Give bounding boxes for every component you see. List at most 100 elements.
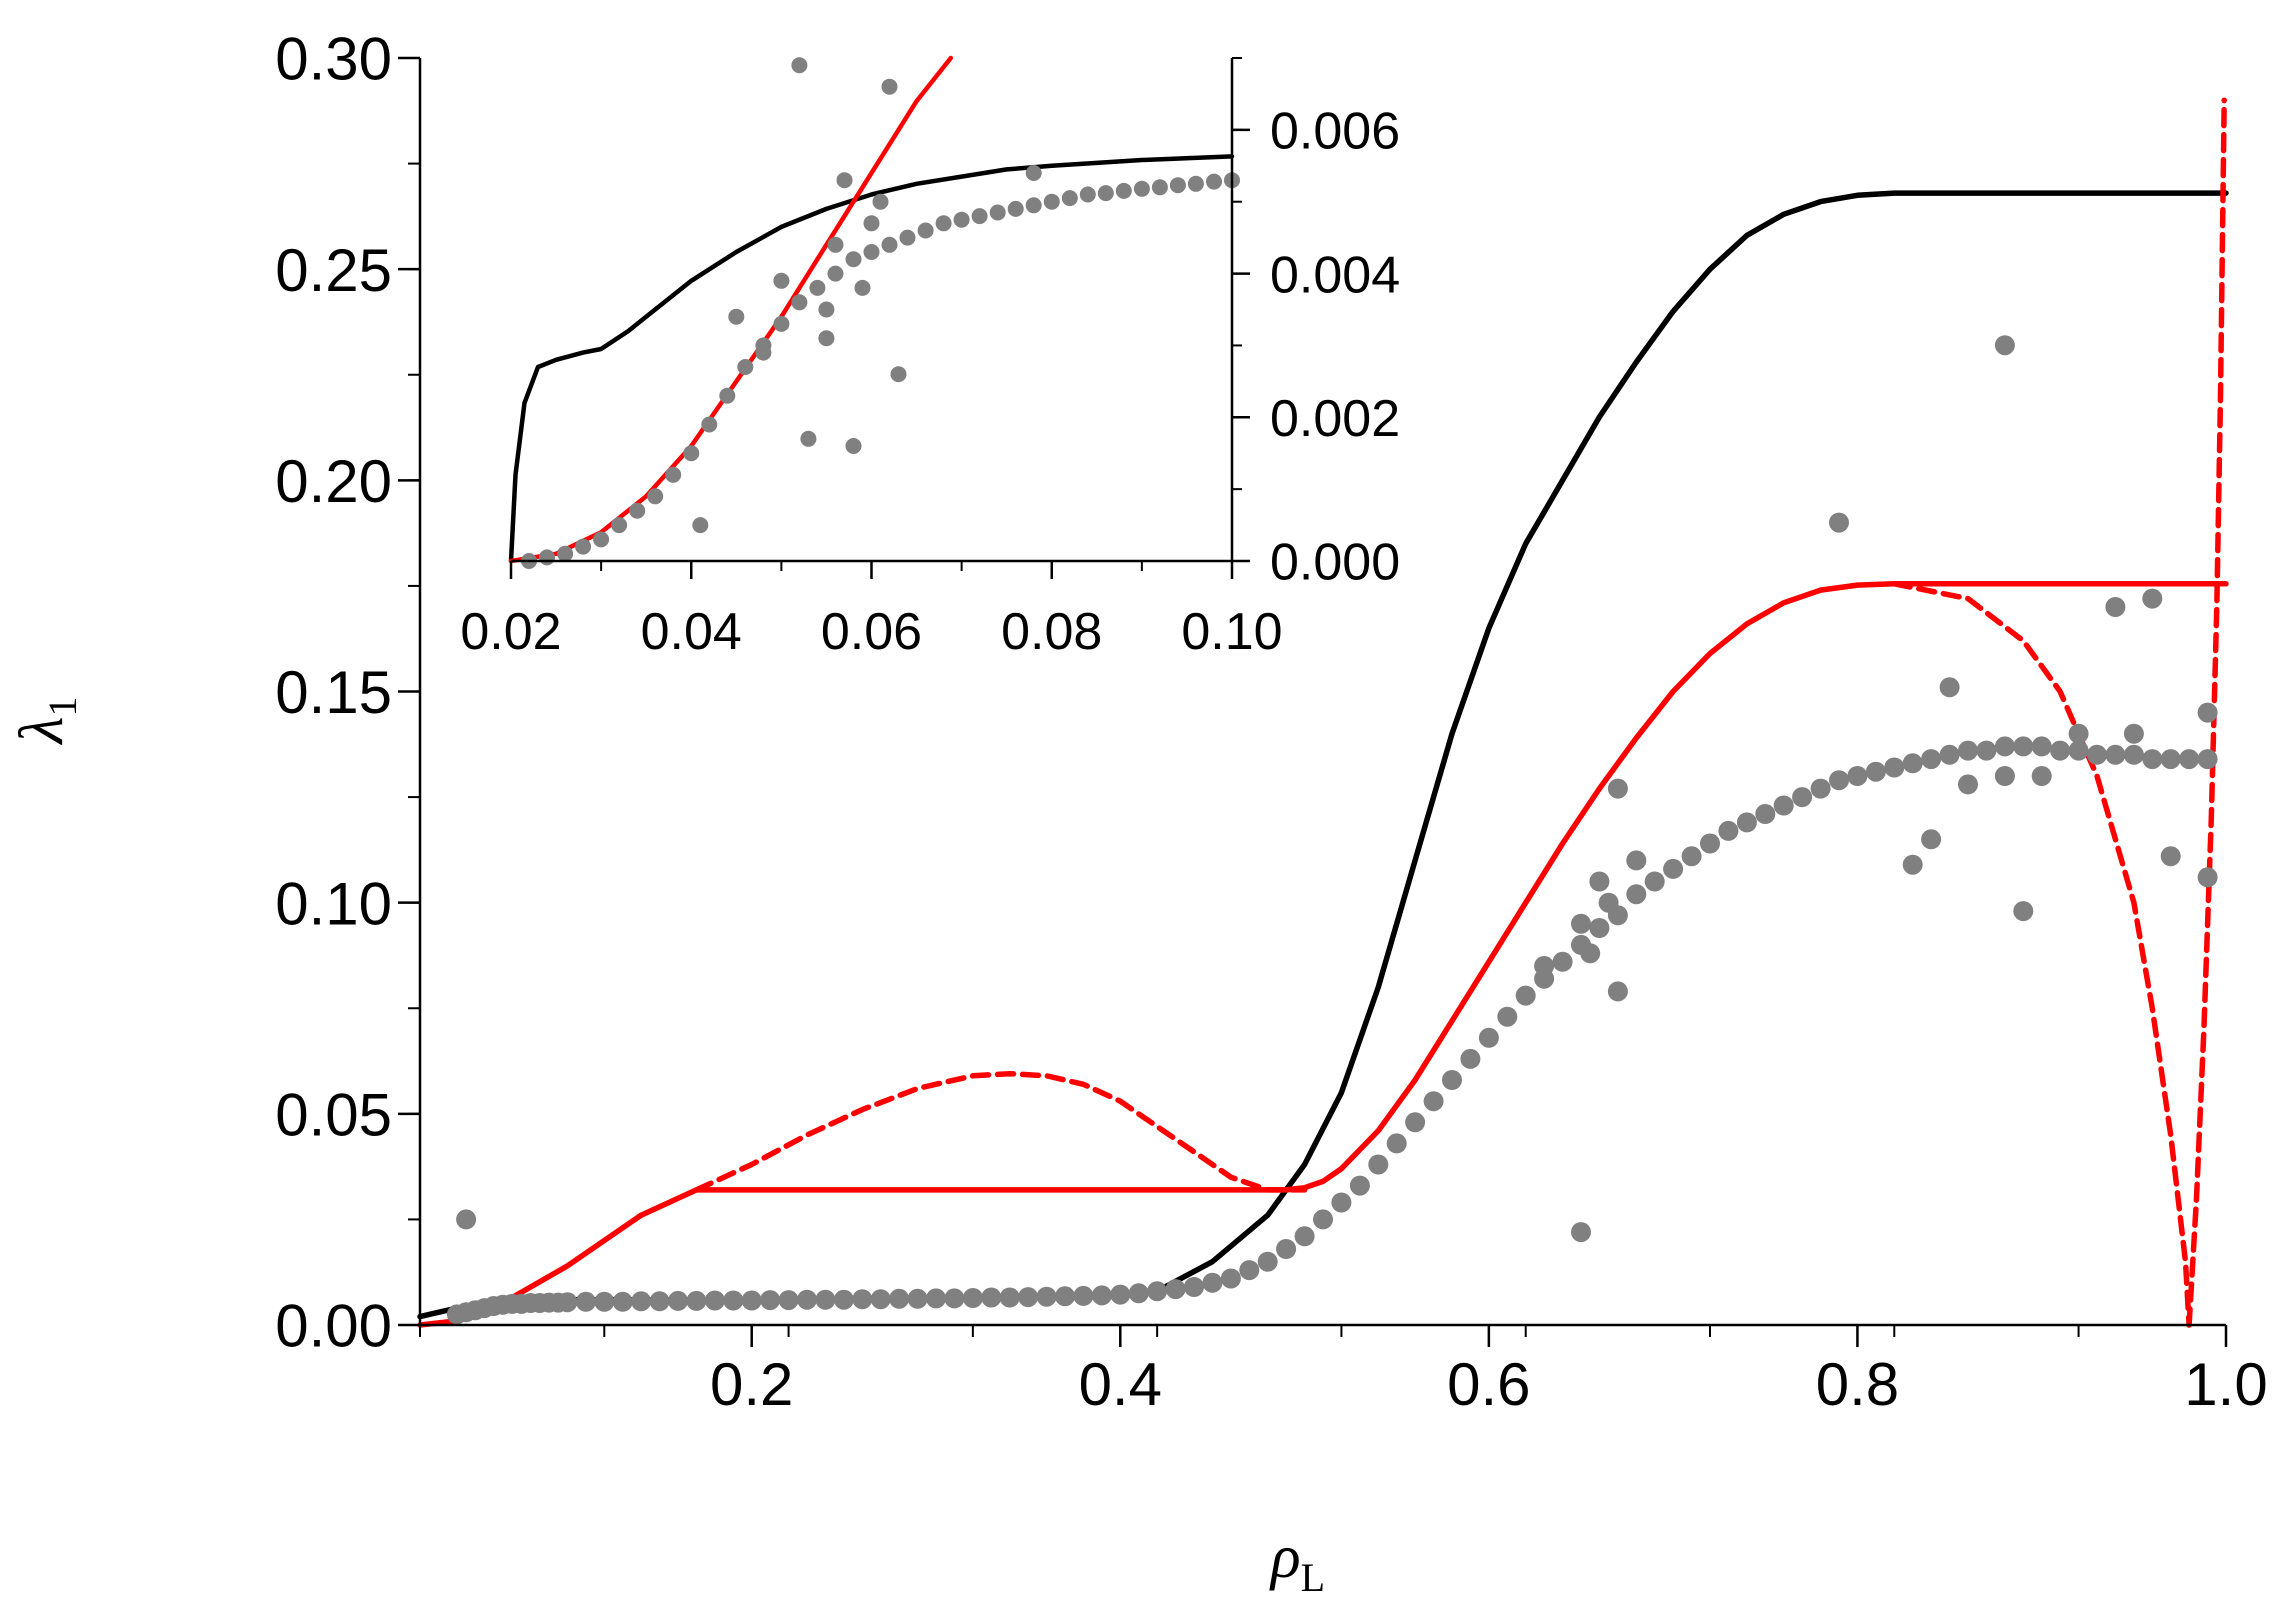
main-data-point [2179, 749, 2200, 770]
main-data-point [1331, 1192, 1352, 1213]
main-data-point [1313, 1209, 1333, 1230]
main-data-point [2197, 867, 2218, 888]
main-axes [398, 56, 2228, 1347]
inset-data-point [827, 236, 844, 253]
main-data-point [631, 1291, 652, 1312]
main-data-point [815, 1289, 836, 1310]
main-data-point [1423, 1091, 1444, 1112]
main-data-point [1644, 871, 1665, 892]
main-data-point [778, 1290, 799, 1311]
main-series-red-dashed-fall [1891, 581, 2192, 1328]
inset-data-point [728, 308, 745, 325]
inset-data-point [629, 502, 646, 519]
main-data-point [1386, 1133, 1407, 1154]
inset-x-tick-label: 0.06 [821, 603, 922, 661]
main-data-point [1626, 884, 1647, 905]
inset-data-point [863, 244, 880, 260]
main-data-point [1847, 766, 1868, 786]
y-axis-title-main: λ [8, 717, 76, 746]
inset-data-point [935, 215, 952, 232]
main-data-point [1976, 740, 1997, 761]
inset-y-tick-label: 0.004 [1270, 246, 1400, 304]
main-data-point [2197, 749, 2218, 770]
y-axis-title-sub: 1 [40, 697, 85, 717]
main-data-point [1958, 774, 1978, 795]
x-axis-title: ρL [1269, 1523, 1325, 1600]
main-data-point [999, 1287, 1020, 1308]
main-data-point [1239, 1260, 1260, 1281]
inset-x-tick-label: 0.08 [1001, 603, 1102, 661]
main-data-point [575, 1291, 596, 1312]
main-data-point [649, 1291, 670, 1312]
main-y-tick-label: 0.20 [275, 448, 392, 515]
main-series-red-dashed-rise [2186, 97, 2227, 1328]
inset-data-point [1025, 197, 1042, 214]
inset-data-point [899, 229, 916, 246]
main-data-point [1368, 1154, 1389, 1175]
inset-data-point [971, 208, 988, 225]
main-data-point [1994, 736, 2015, 757]
main-data-point [962, 1288, 983, 1308]
inset-data-point [1206, 173, 1222, 190]
main-data-point [1902, 854, 1923, 875]
inset-plot: 0.02 0.04 0.06 0.08 0.10 0.000 0.002 0.004 0.006 [460, 55, 1400, 661]
main-data-point [2142, 588, 2163, 609]
inset-data-point [1043, 193, 1060, 210]
inset-y-tick-label: 0.006 [1270, 103, 1400, 161]
inset-data-point [665, 466, 682, 483]
main-data-point [1921, 829, 1942, 850]
main-data-point [926, 1288, 946, 1309]
main-data-point [1958, 740, 1978, 761]
main-data-point [1515, 985, 1536, 1006]
main-y-tick-label: 0.05 [275, 1081, 392, 1148]
inset-data-point [1025, 165, 1042, 181]
inset-data-point [791, 294, 808, 311]
inset-data-point [809, 279, 826, 296]
main-data-point [1580, 943, 1601, 964]
main-data-point [2013, 901, 2034, 922]
main-data-point [1184, 1277, 1204, 1297]
main-data-point [686, 1290, 707, 1311]
main-data-point [2031, 766, 2052, 786]
main-data-point [889, 1288, 910, 1309]
main-data-point [1276, 1239, 1297, 1259]
inset-data-point [818, 301, 835, 318]
inset-data-point [755, 344, 772, 361]
main-x-tick-label: 0.8 [1816, 1351, 1899, 1418]
inset-data-point [539, 549, 555, 566]
inset-data-point [881, 236, 898, 253]
main-data-point [1018, 1287, 1039, 1308]
inset-x-tick-label: 0.04 [641, 603, 742, 661]
main-data-point [1902, 753, 1923, 774]
main-data-point [1442, 1070, 1462, 1090]
main-data-point [2050, 740, 2071, 761]
main-data-point [723, 1290, 744, 1311]
inset-data-point [557, 545, 574, 562]
main-x-tick-label: 0.6 [1447, 1351, 1530, 1418]
inset-x-tick-label: 0.10 [1181, 603, 1282, 661]
main-data-point [1165, 1279, 1186, 1300]
main-data-point [1257, 1251, 1278, 1272]
x-axis-title-sub: L [1301, 1555, 1325, 1600]
inset-data-point [1007, 200, 1024, 217]
inset-data-point [845, 438, 862, 454]
main-y-tick-label: 0.00 [275, 1293, 392, 1360]
main-data-point [2105, 744, 2126, 765]
main-data-point [944, 1288, 965, 1309]
main-data-point [1810, 778, 1831, 799]
inset-x-tick-label: 0.02 [460, 603, 561, 661]
inset-data-point [1187, 175, 1204, 192]
inset-data-point [1097, 185, 1114, 202]
main-data-point [1349, 1175, 1370, 1196]
main-data-point [1202, 1272, 1223, 1293]
inset-data-point [872, 193, 889, 210]
main-data-point [1626, 850, 1647, 871]
x-axis-title-main: ρ [1269, 1523, 1301, 1591]
main-data-point [1700, 833, 1720, 854]
main-data-point [1571, 1222, 1591, 1243]
main-data-point [760, 1290, 781, 1311]
main-data-point [1589, 871, 1610, 892]
main-series-gray-points [446, 335, 2218, 1325]
